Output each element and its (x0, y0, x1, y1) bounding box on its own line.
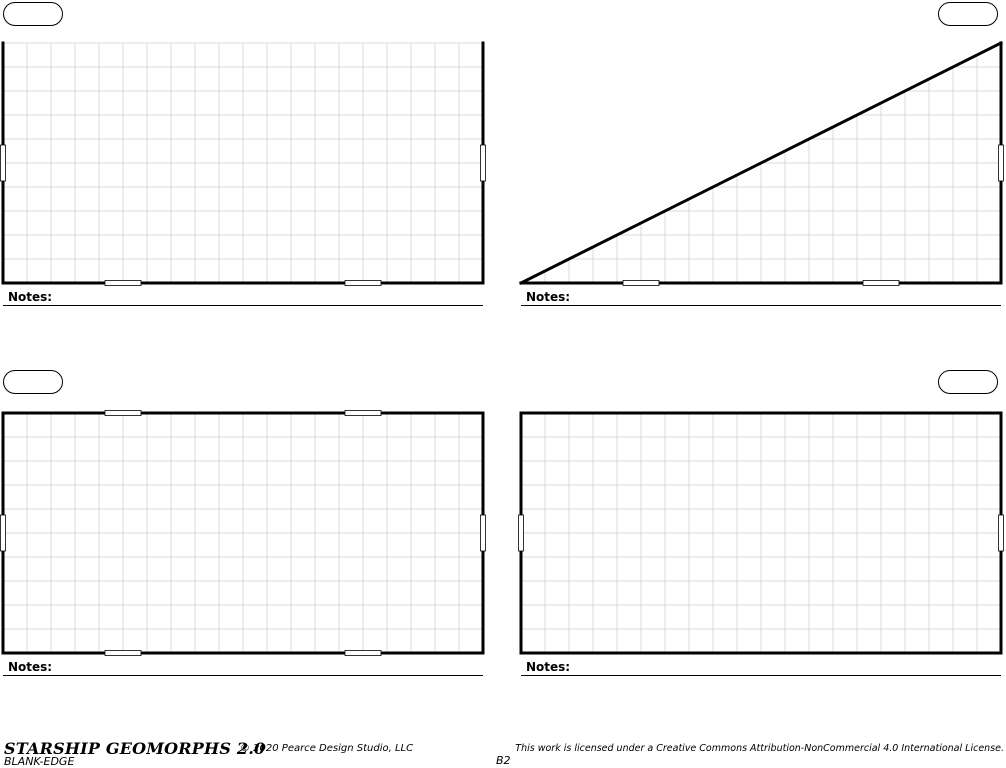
label-tab (3, 2, 63, 26)
door-opening (518, 514, 524, 552)
notes-line (521, 675, 1001, 676)
notes-label: Notes: (8, 290, 53, 304)
wall-line (518, 40, 1004, 286)
geomorph-panel-top-left (0, 40, 490, 290)
door-opening (998, 144, 1004, 182)
grid-lines (2, 42, 484, 284)
notes-label: Notes: (8, 660, 53, 674)
footer-subtitle: BLANK-EDGE (4, 755, 75, 768)
door-opening (104, 280, 142, 286)
notes-label: Notes: (526, 290, 571, 304)
grid-lines (520, 412, 1002, 654)
door-opening (344, 410, 382, 416)
door-opening (0, 514, 6, 552)
door-opening (344, 280, 382, 286)
footer-page-id: B2 (496, 754, 511, 767)
door-opening (344, 650, 382, 656)
geomorph-panel-top-right (518, 40, 1006, 290)
label-tab (938, 370, 998, 394)
door-opening (998, 514, 1004, 552)
door-opening (480, 514, 486, 552)
geomorph-grid-bottom-right (518, 411, 1004, 655)
geomorph-grid-top-right (518, 40, 1004, 286)
geomorph-panel-bottom-right (518, 410, 1006, 660)
geomorph-grid-bottom-left (0, 410, 486, 656)
grid-lines (2, 412, 484, 654)
label-tab (938, 2, 998, 26)
door-opening (862, 280, 900, 286)
footer-license: This work is licensed under a Creative C… (515, 743, 1004, 754)
geomorph-panel-bottom-left (0, 410, 490, 660)
label-tab (3, 370, 63, 394)
footer-copyright: © 2020 Pearce Design Studio, LLC (240, 743, 414, 754)
door-opening (622, 280, 660, 286)
door-opening (480, 144, 486, 182)
geomorph-grid-top-left (0, 41, 486, 286)
notes-line (3, 675, 483, 676)
door-opening (104, 650, 142, 656)
door-opening (0, 144, 6, 182)
notes-line (521, 305, 1001, 306)
notes-label: Notes: (526, 660, 571, 674)
door-opening (104, 410, 142, 416)
notes-line (3, 305, 483, 306)
footer-title: STARSHIP GEOMORPHS 2.0 (4, 739, 266, 758)
